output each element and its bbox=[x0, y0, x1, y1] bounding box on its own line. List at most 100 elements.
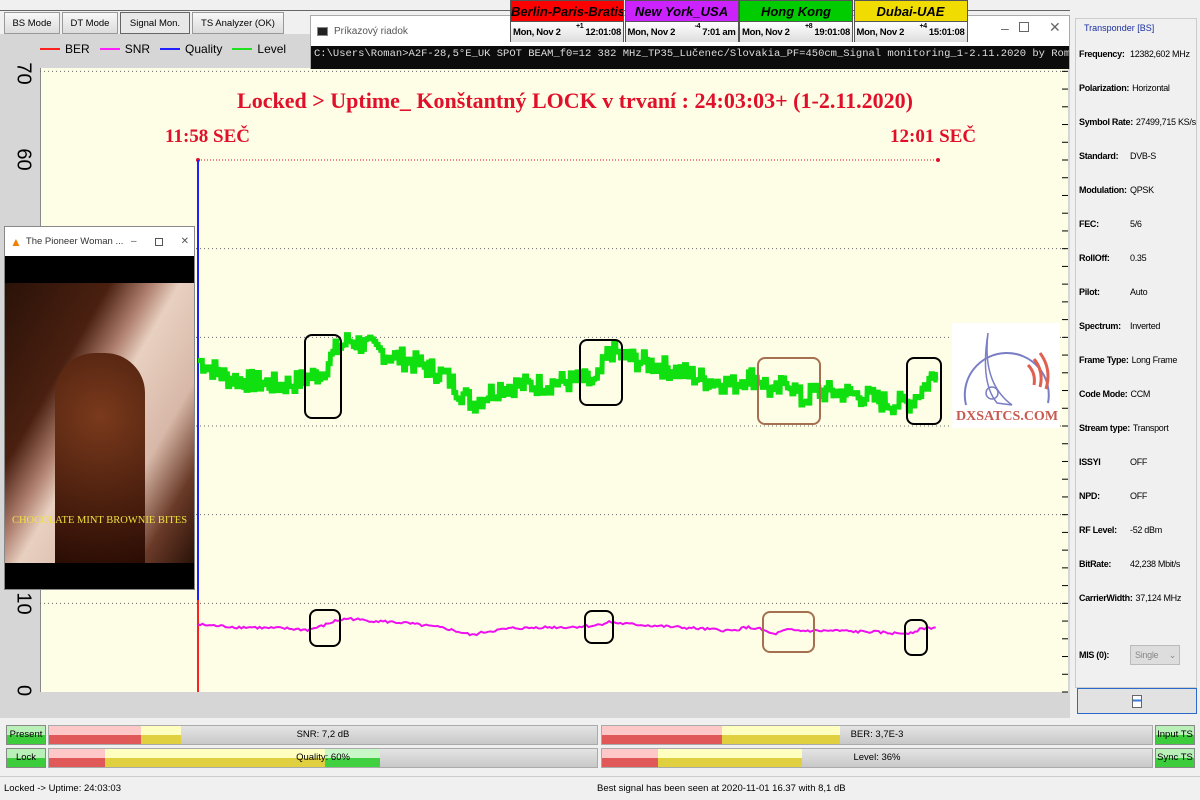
tab-dt-mode[interactable]: DT Mode bbox=[62, 12, 118, 34]
transponder-row: Code Mode: CCM bbox=[1079, 389, 1150, 399]
row-value: -52 dBm bbox=[1130, 525, 1162, 535]
row-value: 37,124 MHz bbox=[1135, 593, 1182, 603]
ber-label: BER: 3,7E-3 bbox=[850, 729, 904, 740]
status-best-signal: Best signal has been seen at 2020-11-01 … bbox=[597, 783, 846, 794]
transponder-row: RF Level: -52 dBm bbox=[1079, 525, 1162, 535]
vlc-title: The Pioneer Woman ... bbox=[25, 236, 124, 247]
status-bar bbox=[0, 776, 1200, 800]
chevron-down-icon: ⌄ bbox=[1168, 650, 1177, 660]
snr-label: SNR: 7,2 dB bbox=[296, 729, 350, 740]
chocolate-shape bbox=[55, 353, 145, 563]
row-label: Standard: bbox=[1079, 151, 1119, 161]
row-value: Inverted bbox=[1130, 321, 1161, 331]
clock-1: New York_USA Mon, Nov 2 -4 7:01 am bbox=[624, 0, 739, 42]
row-label: BitRate: bbox=[1079, 559, 1112, 569]
annotation-box bbox=[309, 609, 341, 647]
annotation-box bbox=[757, 357, 821, 425]
row-value: Horizontal bbox=[1132, 83, 1170, 93]
row-label: NPD: bbox=[1079, 491, 1100, 501]
clock-time: 12:01:08 bbox=[585, 26, 621, 38]
chart-title: Locked > Uptime_ Konštantný LOCK v trvan… bbox=[237, 88, 913, 113]
minimize-icon[interactable]: – bbox=[1001, 20, 1009, 36]
maximize-icon[interactable] bbox=[154, 237, 163, 246]
clock-city: Hong Kong bbox=[740, 1, 852, 22]
transponder-row: Stream type: Transport bbox=[1079, 423, 1169, 433]
row-value: 27499,715 KS/s bbox=[1135, 117, 1196, 127]
clock-time-row: Mon, Nov 2 +8 19:01:08 bbox=[740, 22, 852, 42]
close-icon[interactable]: ✕ bbox=[180, 236, 189, 247]
transponder-row: Modulation: QPSK bbox=[1079, 185, 1154, 195]
row-value: 12382,602 MHz bbox=[1130, 49, 1190, 59]
legend-ber: BER bbox=[40, 42, 90, 56]
legend-label: Level bbox=[257, 42, 287, 56]
transponder-row: Standard: DVB-S bbox=[1079, 151, 1156, 161]
close-icon[interactable]: ✕ bbox=[1049, 19, 1061, 35]
transponder-row: Pilot: Auto bbox=[1079, 287, 1148, 297]
tab-bs-mode[interactable]: BS Mode bbox=[4, 12, 60, 34]
clock-offset: +4 bbox=[919, 23, 927, 30]
minimize-icon[interactable]: – bbox=[131, 236, 137, 247]
row-label: Frame Type: bbox=[1079, 355, 1129, 365]
legend-snr: SNR bbox=[99, 42, 151, 56]
input-ts-indicator: Input TS bbox=[1155, 725, 1195, 745]
quality-meter: Quality: 60% bbox=[48, 748, 598, 768]
tab-ts-analyzer[interactable]: TS Analyzer (OK) bbox=[192, 12, 284, 34]
row-value: OFF bbox=[1130, 457, 1148, 467]
panel-toggle-button[interactable] bbox=[1077, 688, 1197, 714]
time-range-end bbox=[936, 158, 940, 162]
annotation-box bbox=[304, 334, 342, 419]
clock-time-row: Mon, Nov 2 -4 7:01 am bbox=[625, 22, 738, 42]
clock-0: Berlin-Paris-Bratislava Mon, Nov 2 +112:01… bbox=[510, 0, 624, 42]
transponder-row: FEC: 5/6 bbox=[1079, 219, 1142, 229]
clock-date: Mon, Nov 2 bbox=[627, 26, 676, 38]
row-label: Pilot: bbox=[1079, 287, 1100, 297]
clock-time: 15:01:08 bbox=[928, 26, 965, 38]
clock-offset: +1 bbox=[575, 23, 584, 30]
clock-date: Mon, Nov 2 bbox=[513, 26, 561, 38]
cmd-titlebar[interactable]: Príkazový riadok bbox=[311, 16, 1069, 46]
legend-level: Level bbox=[232, 42, 286, 56]
tab-signal-mon[interactable]: Signal Mon. bbox=[120, 12, 190, 34]
clock-city: Berlin-Paris-Bratislava bbox=[511, 1, 623, 22]
maximize-icon[interactable] bbox=[1019, 22, 1029, 32]
snr-meter: SNR: 7,2 dB bbox=[48, 725, 598, 745]
cmd-title: Príkazový riadok bbox=[334, 25, 408, 37]
mis-select[interactable]: Single ⌄ bbox=[1130, 645, 1180, 665]
level-label: Level: 36% bbox=[853, 752, 901, 763]
row-label: Stream type: bbox=[1079, 423, 1130, 433]
clock-2: Hong Kong Mon, Nov 2 +8 19:01:08 bbox=[739, 0, 853, 42]
clock-offset: -4 bbox=[694, 23, 701, 30]
row-value: Long Frame bbox=[1131, 355, 1178, 365]
signal-chart bbox=[40, 70, 1068, 693]
ber-meter: BER: 3,7E-3 bbox=[601, 725, 1153, 745]
transponder-row: NPD: OFF bbox=[1079, 491, 1147, 501]
transponder-row: Spectrum: Inverted bbox=[1079, 321, 1160, 331]
row-label: Polarization: bbox=[1079, 83, 1130, 93]
row-value: Transport bbox=[1132, 423, 1169, 433]
lock-indicator: Lock bbox=[6, 748, 46, 768]
legend-label: SNR bbox=[124, 42, 151, 56]
clock-date: Mon, Nov 2 bbox=[742, 26, 790, 38]
row-value: 0.35 bbox=[1130, 253, 1147, 263]
transponder-title: Transponder [BS] bbox=[1084, 23, 1155, 33]
level-series-line bbox=[198, 332, 939, 416]
row-label: FEC: bbox=[1079, 219, 1099, 229]
vlc-video-window[interactable]: ▲ The Pioneer Woman ... – ✕ CHOCOLATE MI… bbox=[4, 226, 195, 590]
row-value: DVB-S bbox=[1130, 151, 1157, 161]
row-value: Auto bbox=[1130, 287, 1148, 297]
chart-legend: BER SNR Quality Level bbox=[40, 42, 286, 56]
transponder-row: Frequency: 12382,602 MHz bbox=[1079, 49, 1190, 59]
row-label: RF Level: bbox=[1079, 525, 1117, 535]
video-caption: CHOCOLATE MINT BROWNIE BITES bbox=[11, 515, 188, 526]
row-value: CCM bbox=[1130, 389, 1151, 399]
row-value: QPSK bbox=[1130, 185, 1154, 195]
vlc-titlebar[interactable]: ▲ The Pioneer Woman ... – ✕ bbox=[5, 227, 194, 256]
row-label: CarrierWidth: bbox=[1079, 593, 1133, 603]
legend-label: Quality bbox=[185, 42, 223, 56]
present-indicator: Present bbox=[6, 725, 46, 745]
transponder-row: CarrierWidth: 37,124 MHz bbox=[1079, 593, 1181, 603]
x-start-label: 11:58 SEČ bbox=[165, 126, 250, 147]
clock-time: 19:01:08 bbox=[814, 26, 850, 38]
row-value: 5/6 bbox=[1130, 219, 1142, 229]
transponder-row: BitRate: 42,238 Mbit/s bbox=[1079, 559, 1180, 569]
